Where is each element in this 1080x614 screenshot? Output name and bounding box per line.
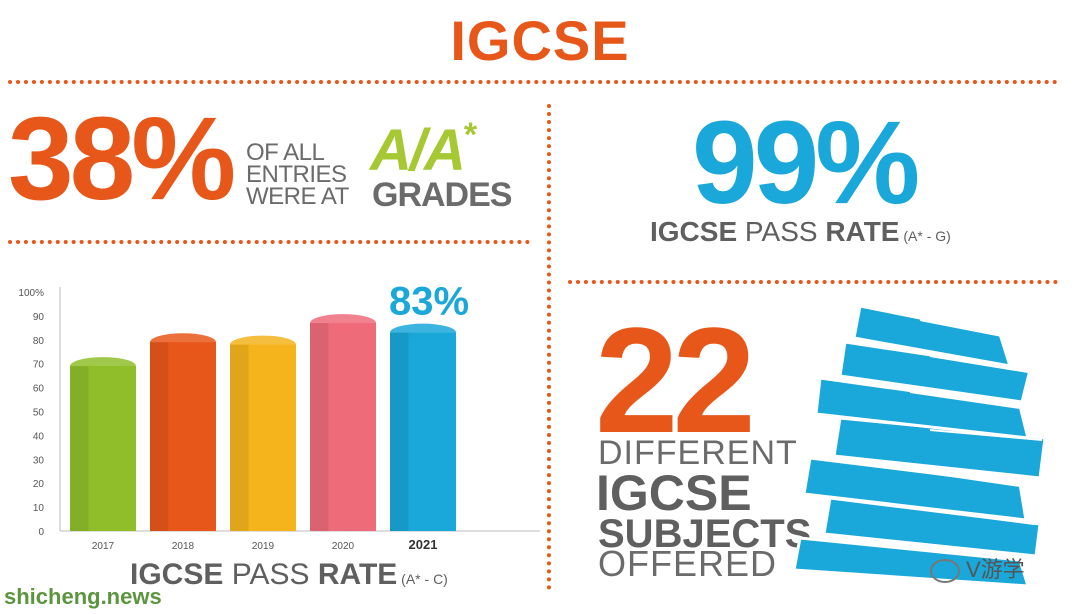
watermark-brand-text: V游学 — [966, 557, 1025, 582]
divider-right-mid — [568, 280, 1058, 284]
watermark-brand: V游学 — [930, 552, 1025, 584]
caption-range: (A* - C) — [397, 571, 448, 587]
x-tick-label: 2021 — [409, 537, 438, 552]
x-tick-label: 2018 — [172, 541, 195, 552]
divider-top — [8, 80, 1058, 84]
x-tick-label: 2020 — [332, 541, 355, 552]
aa-percentage: 38% — [8, 93, 236, 225]
y-tick-label: 100% — [18, 288, 44, 299]
y-tick-label: 40 — [33, 431, 45, 442]
bar-2019 — [230, 344, 296, 531]
bar-2020 — [310, 323, 376, 531]
pass-rate-99-label: IGCSE PASS RATE (A* - G) — [650, 218, 951, 246]
highlight-value-label: 83% — [389, 280, 469, 324]
y-tick-label: 70 — [33, 360, 45, 371]
entries-line-1: OF ALL — [246, 139, 325, 166]
divider-left-mid — [8, 240, 530, 244]
y-tick-label: 90 — [33, 312, 45, 323]
bar-top-2018 — [150, 333, 216, 352]
bar-top-2020 — [310, 314, 376, 333]
pass-99-thin: PASS — [737, 216, 826, 247]
x-tick-label: 2017 — [92, 541, 115, 552]
bar-shade-2019 — [230, 344, 249, 531]
entries-line-2: ENTRIES — [246, 161, 347, 188]
divider-vertical — [547, 104, 551, 590]
entries-line-3: WERE AT — [246, 183, 349, 210]
subjects-count: 22 — [595, 296, 756, 464]
subjects-line-4: OFFERED — [598, 543, 778, 584]
entries-text: OF ALL ENTRIES WERE AT — [246, 139, 349, 210]
subjects-line-2: IGCSE — [596, 465, 752, 521]
page-title: IGCSE — [450, 9, 630, 72]
watermark-site: shicheng.news — [4, 584, 162, 609]
aa-grade-label: A/A* — [370, 118, 477, 180]
bar-top-2017 — [70, 357, 136, 376]
pass-rate-99: 99% — [692, 97, 920, 229]
grades-word: GRADES — [372, 176, 512, 214]
y-tick-label: 0 — [38, 527, 44, 538]
bar-top-2021 — [390, 323, 456, 342]
bar-2017 — [70, 366, 136, 531]
books-stack-icon — [792, 304, 1047, 588]
aa-grade-star: * — [463, 116, 477, 154]
subjects-line-1: DIFFERENT — [598, 434, 798, 472]
bar-2021 — [390, 332, 456, 531]
x-tick-label: 2019 — [252, 541, 275, 552]
bar-shade-2020 — [310, 323, 329, 531]
chat-bubble-icon — [930, 559, 960, 584]
y-tick-label: 30 — [33, 455, 45, 466]
bar-shade-2018 — [150, 342, 169, 531]
pass-rate-chart: 0 10 20 30 40 50 60 70 80 90 100% 2017 2018 2019 2020 2… — [18, 280, 540, 552]
caption-thin: PASS — [223, 558, 318, 591]
pass-99-bold2: RATE — [825, 216, 900, 247]
y-tick-label: 10 — [33, 503, 45, 514]
y-tick-label: 80 — [33, 336, 45, 347]
pass-99-range: (A* - G) — [899, 228, 951, 244]
aa-grade: A/A — [370, 118, 466, 183]
bar-shade-2017 — [70, 366, 89, 531]
caption-bold2: RATE — [317, 558, 398, 591]
y-tick-label: 60 — [33, 384, 45, 395]
bar-2018 — [150, 342, 216, 531]
chart-caption: IGCSE PASS RATE (A* - C) — [130, 560, 448, 590]
y-tick-label: 20 — [33, 479, 45, 490]
subjects-line-3: SUBJECTS — [598, 512, 812, 556]
y-tick-label: 50 — [33, 408, 45, 419]
pass-99-bold1: IGCSE — [650, 216, 738, 247]
bar-top-2019 — [230, 335, 296, 354]
bar-shade-2021 — [390, 332, 409, 531]
caption-bold1: IGCSE — [130, 558, 224, 591]
